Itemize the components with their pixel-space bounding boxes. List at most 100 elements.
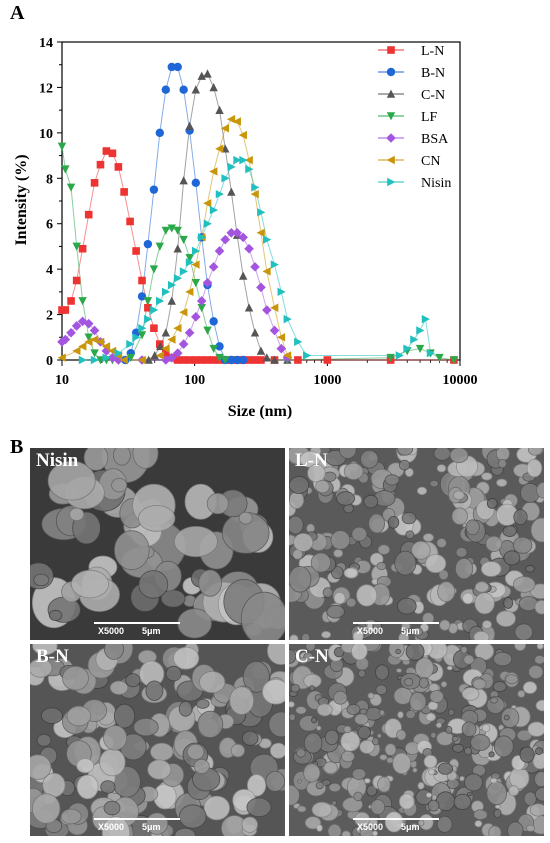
- data-point-b-n: [227, 355, 236, 365]
- data-point-b-n: [149, 185, 159, 194]
- sem-particle: [474, 592, 495, 615]
- sem-particle: [341, 830, 351, 836]
- legend-marker-b-n: [386, 67, 396, 77]
- sem-particle: [328, 782, 342, 793]
- data-point-cn: [185, 287, 194, 297]
- data-point-c-n: [167, 296, 176, 305]
- data-point-lf: [61, 165, 70, 174]
- sem-particle: [405, 644, 425, 661]
- sem-particle: [493, 651, 513, 667]
- sem-particle: [229, 686, 255, 715]
- data-point-b-n: [209, 317, 218, 326]
- data-point-c-n: [197, 71, 206, 80]
- sem-particle: [527, 448, 543, 456]
- sem-particle: [455, 547, 468, 558]
- sem-particle: [352, 630, 364, 640]
- data-point-lf: [155, 242, 165, 251]
- sem-particle: [132, 448, 159, 469]
- sem-particle: [527, 721, 544, 737]
- sem-particle: [293, 533, 314, 552]
- sem-particle: [494, 804, 501, 809]
- data-point-cn: [270, 303, 279, 312]
- data-point-bsa: [220, 234, 231, 245]
- data-point-lf: [57, 142, 67, 151]
- sem-particle: [464, 747, 473, 756]
- sem-particle: [351, 768, 367, 780]
- sem-particle: [150, 742, 174, 762]
- sem-particle: [372, 830, 378, 836]
- sem-particle: [322, 587, 334, 598]
- sem-particle: [345, 597, 357, 608]
- sem-particle: [453, 490, 465, 501]
- data-point-cn: [209, 167, 218, 176]
- size-distribution-chart: 0 2 4 6 8 10 12 14 10 100 1000 10000 L-N B-N C-N LF BSA…: [13, 36, 478, 420]
- sem-particle: [247, 774, 267, 797]
- sem-particle: [48, 609, 63, 621]
- data-point-b-n: [238, 355, 248, 365]
- data-point-nisin: [426, 348, 435, 358]
- data-point-bsa: [196, 296, 207, 306]
- data-point-l-n: [61, 306, 70, 314]
- data-point-l-n: [197, 356, 206, 364]
- data-point-lf: [161, 226, 171, 235]
- data-point-lf: [149, 265, 159, 274]
- sem-particle: [269, 742, 285, 759]
- data-point-l-n: [144, 303, 152, 312]
- scale-bar: [94, 622, 180, 624]
- data-point-nisin: [192, 246, 201, 256]
- sem-particle: [534, 786, 544, 802]
- data-point-l-n: [132, 247, 140, 255]
- sem-particle: [529, 803, 544, 817]
- data-point-nisin: [132, 333, 141, 342]
- x-axis-label: Size (nm): [228, 403, 292, 420]
- sem-particle: [466, 792, 473, 797]
- sem-particle: [493, 735, 514, 758]
- data-point-cn: [282, 351, 292, 360]
- sem-particle: [463, 773, 483, 792]
- sem-particle: [498, 459, 507, 469]
- sem-particle: [535, 699, 544, 712]
- sem-particle: [496, 448, 510, 461]
- data-point-nisin: [102, 353, 111, 362]
- data-point-l-n: [162, 349, 170, 357]
- sem-particle: [425, 554, 447, 574]
- sem-particle: [409, 692, 427, 712]
- sem-particle: [315, 479, 330, 494]
- sem-particle: [470, 734, 491, 751]
- data-point-nisin: [221, 174, 230, 183]
- sem-particle: [309, 685, 316, 692]
- x-tick-label: 100: [184, 373, 205, 388]
- sem-particle: [503, 596, 514, 609]
- data-point-nisin: [78, 355, 88, 365]
- data-point-lf: [78, 297, 87, 306]
- sem-particle: [465, 519, 480, 536]
- x-tick-label: 10: [55, 373, 69, 388]
- sem-particle: [62, 665, 89, 691]
- sem-particle: [517, 689, 526, 698]
- sem-particle: [238, 511, 253, 525]
- data-point-cn: [90, 335, 99, 344]
- sem-particle: [351, 644, 368, 661]
- sem-particle: [384, 811, 404, 833]
- sem-image-nisin: Nisin X5000 5μm: [30, 448, 285, 640]
- sem-particle: [289, 784, 300, 806]
- sem-particle: [396, 729, 407, 741]
- sem-particle: [486, 498, 498, 509]
- sem-particle: [396, 668, 403, 673]
- data-point-cn: [238, 130, 247, 140]
- data-point-cn: [173, 324, 182, 333]
- data-point-nisin: [150, 305, 159, 315]
- data-point-c-n: [161, 328, 171, 337]
- data-point-nisin: [185, 258, 195, 267]
- data-point-nisin: [257, 208, 266, 217]
- sem-particle: [193, 758, 210, 774]
- data-point-cn: [244, 155, 253, 165]
- sem-particle: [343, 462, 364, 480]
- sem-particle: [137, 505, 176, 532]
- sem-particle: [451, 735, 459, 742]
- sem-image-c-n: C-N X5000 5μm: [289, 644, 544, 836]
- data-point-c-n: [215, 105, 224, 114]
- data-point-cn: [167, 335, 176, 344]
- sem-particle: [436, 791, 456, 812]
- sem-particle: [113, 448, 131, 466]
